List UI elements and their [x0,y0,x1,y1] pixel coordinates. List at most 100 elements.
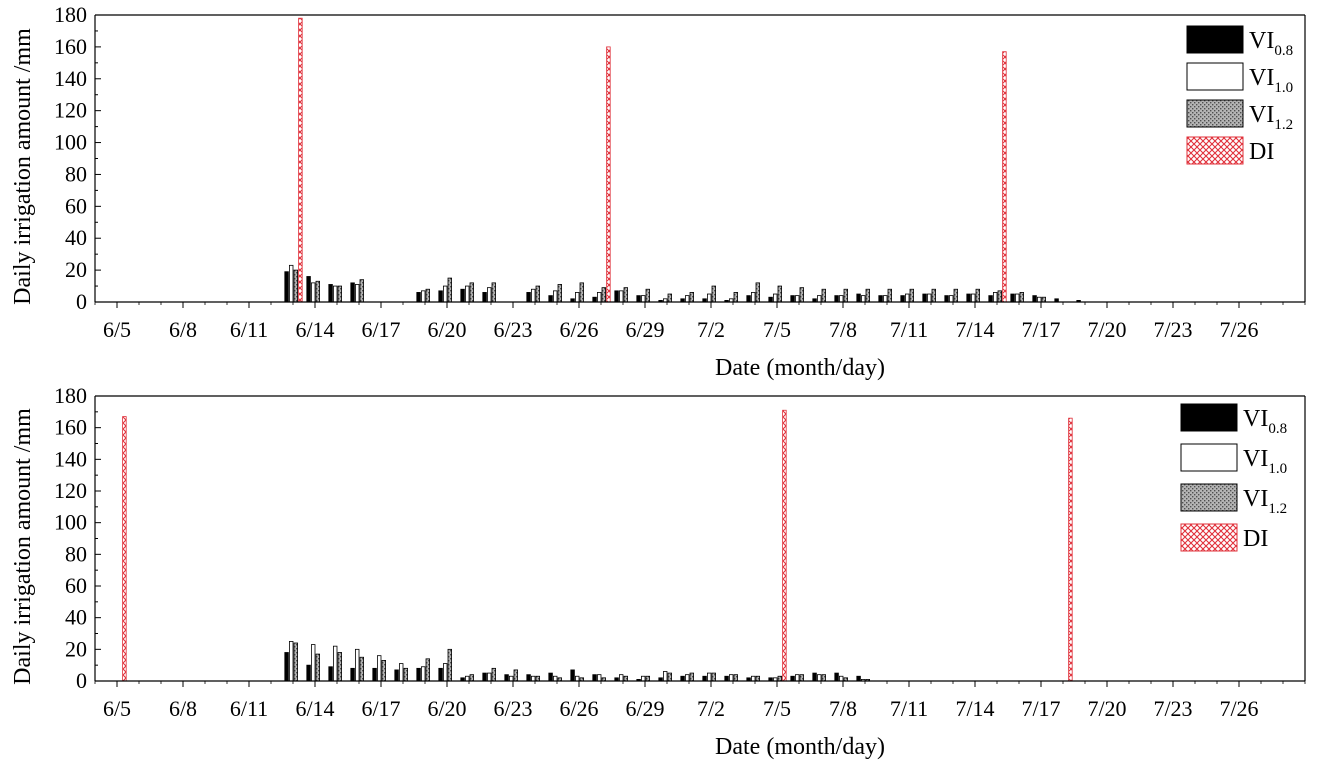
bar-VI08-6-22 [482,292,487,303]
bar-VI10-7-4 [751,675,756,682]
bar-VI10-6-27 [597,674,602,682]
x-tick-label: 6/23 [493,696,532,721]
x-tick-label: 6/26 [559,696,598,721]
bar-VI12-7-12 [931,288,936,303]
bar-VI08-7-7 [812,672,817,682]
bar-VI08-7-10 [878,295,883,303]
legend-swatch-VI10 [1180,443,1238,472]
bar-VI08-6-23 [504,674,509,682]
y-tick-label: 180 [54,2,87,27]
bar-VI12-6-16 [359,279,364,303]
legend-label-subscript: 0.8 [1274,43,1293,59]
x-tick-label: 7/11 [890,317,928,342]
bar-VI12-6-30 [667,672,672,682]
legend-swatch-VI12 [1180,483,1238,512]
y-tick-label: 120 [54,98,87,123]
bar-VI12-7-5 [777,285,782,303]
legend-label: VI1.2 [1249,102,1293,133]
y-tick-label: 120 [54,478,87,503]
bar-VI12-7-1 [689,672,694,682]
bar-VI08-7-16 [1010,293,1015,303]
bar-VI10-7-1 [685,295,690,303]
bar-VI12-6-13 [293,269,298,303]
legend-label: VI1.0 [1243,446,1287,477]
bar-VI08-6-27 [592,296,597,303]
bar-VI12-6-18 [403,667,408,682]
legend-label: VI0.8 [1243,406,1287,437]
bar-VI10-7-6 [795,674,800,682]
legend-label: VI1.2 [1243,486,1287,517]
bar-VI10-6-20 [442,663,448,682]
bar-VI12-7-2 [711,672,716,682]
bar-VI12-6-14 [315,280,320,303]
legend-label-base: VI [1249,28,1274,54]
y-tick-label: 160 [54,34,87,59]
bar-VI12-6-15 [337,285,342,303]
bar-VI10-7-8 [839,675,844,682]
bar-VI10-6-26 [575,675,580,682]
bar-VI08-6-22 [482,672,487,682]
bar-VI08-7-11 [900,295,905,303]
bar-VI10-6-25 [553,290,558,303]
bar-VI12-6-22 [491,667,496,682]
y-axis-title: Daily irrigation amount /mm [10,28,36,305]
x-tick-label: 7/5 [763,317,791,342]
bar-VI12-6-19 [425,658,430,682]
bar-VI10-6-21 [464,285,470,303]
bar-VI10-6-29 [641,675,646,682]
bar-VI10-6-17 [376,655,382,682]
bar-VI08-6-19 [416,667,421,682]
bar-VI12-7-16 [1019,292,1024,303]
x-tick-label: 6/20 [427,696,466,721]
bar-VI08-7-9 [856,675,861,682]
bar-VI10-6-30 [663,671,668,682]
bar-VI10-6-16 [354,284,360,303]
bar-DI-7-5 [782,409,787,682]
bar-VI12-7-14 [975,288,980,303]
y-axis-title: Daily irrigation amount /mm [10,408,36,685]
y-tick-label: 160 [54,415,87,440]
bar-VI12-6-28 [623,675,628,682]
bar-VI10-6-22 [486,287,492,303]
bar-VI10-7-4 [751,292,756,303]
bar-VI12-7-4 [755,675,760,682]
bar-VI12-7-17 [1041,296,1046,303]
x-tick-label: 6/17 [361,696,400,721]
y-tick-label: 140 [54,446,87,471]
bar-VI12-6-21 [469,674,474,682]
bar-VI08-6-24 [526,292,531,303]
legend-label-base: VI [1243,446,1268,472]
chart-panel-bottom: 0 20 40 60 80 100 120 140 160 180 6/5 6/8 6/11 6/14 6/… [10,383,1306,760]
bar-VI10-6-23 [508,675,514,682]
x-tick-label: 6/5 [103,317,131,342]
bar-VI12-7-7 [821,674,826,682]
legend-label-base: VI [1249,65,1274,91]
bar-VI10-6-14 [310,644,316,682]
bar-VI12-6-21 [469,282,474,303]
bar-VI10-6-25 [553,675,558,682]
bar-VI12-7-8 [843,288,848,303]
bar-VI12-6-25 [557,284,562,303]
y-tick-label: 100 [54,130,87,155]
x-tick-label: 7/14 [955,696,994,721]
bar-VI08-6-17 [372,667,377,682]
bar-VI12-6-27 [601,287,606,303]
y-tick-label: 80 [65,541,87,566]
bar-VI12-6-14 [315,653,320,682]
bar-VI08-7-13 [944,295,949,303]
x-tick-label: 7/8 [829,317,857,342]
bar-VI08-7-12 [922,293,927,303]
x-tick-label: 7/5 [763,696,791,721]
legend-label-base: DI [1249,139,1274,165]
bar-VI10-7-5 [773,293,778,303]
x-tick-label: 6/11 [230,317,268,342]
x-axis-title: Date (month/day) [715,355,885,381]
x-tick-label: 6/17 [361,317,400,342]
bar-VI08-7-9 [856,293,861,303]
bar-VI10-6-13 [288,641,294,682]
bar-VI08-6-20 [438,290,443,303]
legend-label-subscript: 1.2 [1274,117,1293,133]
bar-VI08-6-25 [548,672,553,682]
bar-VI12-7-3 [733,292,738,303]
